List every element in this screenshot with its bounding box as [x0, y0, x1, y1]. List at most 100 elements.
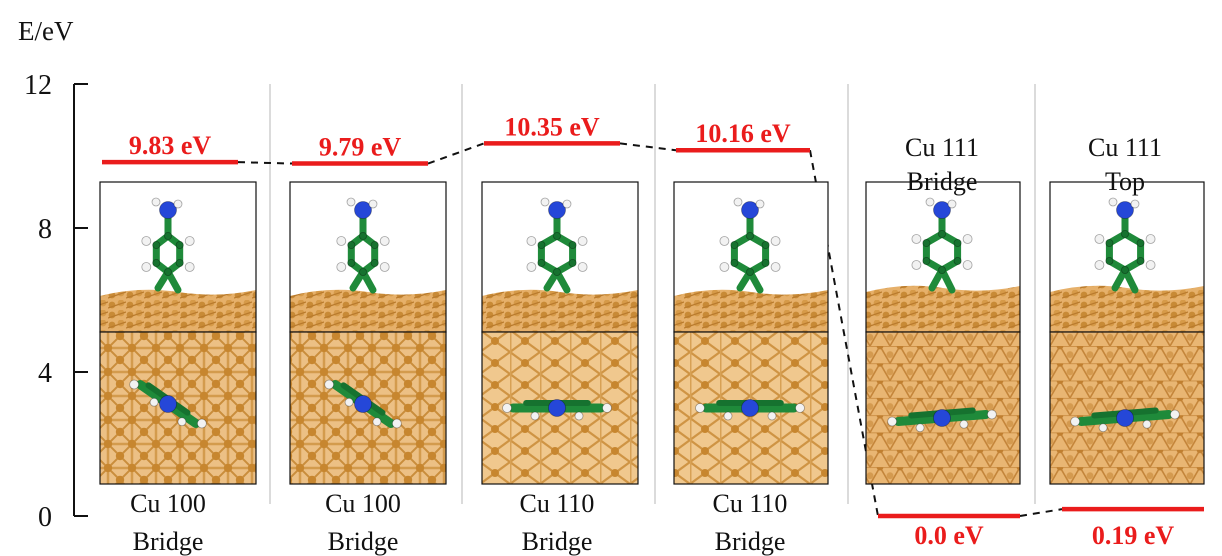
atom	[1105, 238, 1114, 247]
atom	[568, 258, 577, 267]
atom	[336, 262, 347, 272]
atom	[149, 397, 159, 407]
atom	[152, 240, 161, 249]
atom	[723, 411, 733, 421]
configuration-label: Bridge	[133, 527, 204, 556]
atom	[1142, 419, 1152, 429]
configuration-label: Bridge	[522, 527, 593, 556]
atom	[953, 238, 962, 247]
atom	[530, 411, 540, 421]
energy-connector	[619, 142, 677, 152]
atom	[324, 379, 335, 390]
structure-panel	[673, 181, 829, 485]
connector-lines	[237, 142, 1063, 517]
atom	[358, 231, 367, 240]
axis-layer	[73, 83, 88, 517]
copper-slab-side	[482, 289, 638, 332]
top-view-frame	[1049, 331, 1205, 485]
atom	[915, 423, 925, 433]
atom	[372, 417, 382, 427]
atom	[741, 399, 759, 417]
configuration-label: Cu 100	[130, 489, 206, 518]
atom	[175, 240, 184, 249]
configuration-label: Bridge	[328, 527, 399, 556]
atom	[526, 236, 537, 246]
atom	[1094, 260, 1105, 270]
atom	[719, 236, 730, 246]
energy-connector	[1019, 508, 1063, 517]
atom	[1130, 199, 1140, 209]
atom	[163, 231, 172, 240]
configuration-label: Cu 111	[1088, 133, 1162, 162]
atom	[537, 240, 546, 249]
text-labels: 0 4 8 12 E/eV 9.83 eV Cu 100 Bridge 9.79 eV Cu 10…	[18, 16, 1174, 556]
atom	[540, 197, 550, 207]
atom	[925, 197, 935, 207]
copper-slab-side	[674, 289, 828, 332]
atom	[354, 395, 372, 413]
atom	[933, 409, 951, 427]
atom	[347, 258, 356, 267]
energy-connector	[809, 150, 879, 517]
energy-value-label: 9.79 eV	[319, 133, 402, 162]
structure-panel	[481, 181, 639, 485]
atom	[887, 416, 898, 427]
copper-top-view	[1050, 332, 1204, 484]
atom	[336, 236, 347, 246]
energy-value-label: 0.19 eV	[1092, 521, 1175, 550]
atom	[175, 258, 184, 267]
top-view-frame	[481, 331, 639, 485]
atom	[719, 262, 730, 272]
atom	[347, 240, 356, 249]
atom	[761, 240, 770, 249]
atom	[1169, 409, 1180, 420]
atom	[177, 417, 187, 427]
configuration-label: Bridge	[715, 527, 786, 556]
copper-top-view	[866, 332, 1020, 484]
structure-panel	[1049, 181, 1205, 485]
atom	[152, 258, 161, 267]
copper-slab-side	[100, 289, 256, 332]
configuration-label: Cu 110	[713, 489, 788, 518]
atom	[695, 403, 705, 413]
structure-panel	[289, 181, 447, 485]
energy-value-label: 0.0 eV	[914, 521, 984, 550]
atom	[746, 231, 755, 240]
configuration-label: Cu 100	[325, 489, 401, 518]
atom	[922, 238, 931, 247]
energy-value-label: 10.35 eV	[504, 112, 600, 141]
structure-panel	[865, 181, 1021, 485]
atom	[577, 236, 588, 246]
atom	[502, 403, 512, 413]
configuration-label: Top	[1105, 167, 1145, 196]
y-axis-label: E/eV	[18, 16, 74, 46]
atom	[755, 199, 765, 209]
atom	[911, 234, 922, 244]
atom	[959, 419, 969, 429]
atom	[767, 411, 777, 421]
energy-value-label: 9.83 eV	[129, 131, 212, 160]
copper-slab-side	[1050, 285, 1204, 332]
top-view-frame	[865, 331, 1021, 485]
copper-slab-side	[866, 285, 1020, 332]
atom	[746, 267, 755, 276]
atom	[379, 262, 390, 272]
structure-panels	[99, 181, 1205, 485]
atom	[1070, 416, 1081, 427]
atom	[141, 262, 152, 272]
atom	[1145, 234, 1156, 244]
top-view-frame	[99, 331, 257, 485]
top-view-frame	[289, 331, 447, 485]
bond	[938, 266, 956, 294]
atom	[730, 240, 739, 249]
atom	[1145, 260, 1156, 270]
copper-slab-side	[290, 289, 446, 332]
y-tick-label: 0	[38, 502, 52, 533]
energy-connector	[237, 161, 293, 165]
atom	[526, 262, 537, 272]
atom	[1116, 201, 1134, 219]
atom	[922, 256, 931, 265]
atom	[1108, 197, 1118, 207]
atom	[358, 267, 367, 276]
top-view-frame	[673, 331, 829, 485]
